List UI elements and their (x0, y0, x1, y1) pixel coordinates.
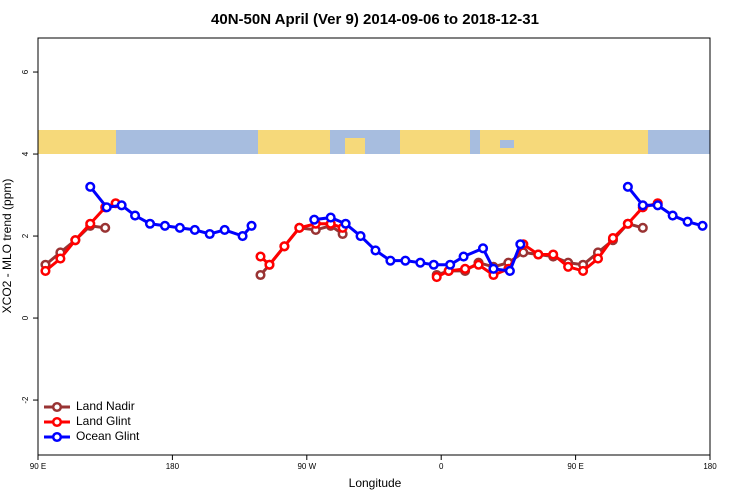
point (246, 220, 257, 231)
point (488, 263, 499, 274)
point (255, 251, 266, 262)
point (279, 241, 290, 252)
point (204, 228, 215, 240)
chart-title: 40N-50N April (Ver 9) 2014-09-06 to 2018… (211, 11, 539, 28)
point (159, 220, 170, 231)
point (460, 263, 471, 274)
point (592, 253, 604, 264)
point (219, 224, 230, 235)
legend-label: Land Nadir (76, 399, 135, 413)
point (370, 245, 381, 256)
point (264, 259, 275, 270)
point (189, 224, 200, 235)
point (637, 222, 648, 233)
y-axis-label: XCO2 - MLO trend (ppm) (0, 179, 14, 314)
point (116, 200, 127, 211)
point (174, 222, 185, 233)
point (533, 249, 544, 260)
point (237, 230, 248, 242)
point (85, 218, 96, 229)
point (622, 181, 633, 192)
point (340, 218, 351, 229)
point (400, 255, 411, 266)
point (255, 269, 266, 281)
point (428, 259, 439, 270)
point (548, 249, 559, 260)
map-band (38, 130, 710, 154)
point (667, 210, 678, 221)
point (70, 235, 81, 246)
point (563, 261, 574, 272)
point (578, 265, 589, 276)
point (473, 259, 484, 270)
x-tick-label: 0 (439, 462, 444, 471)
x-tick-label: 90 E (567, 462, 583, 471)
point (130, 210, 141, 221)
x-tick-label: 180 (166, 462, 180, 471)
x-axis-label: Longitude (349, 476, 402, 490)
point (385, 255, 396, 266)
point (294, 222, 305, 233)
point (607, 233, 618, 244)
point (515, 239, 526, 250)
point (415, 257, 426, 268)
y-tick-label: 2 (21, 233, 30, 238)
point (477, 243, 489, 254)
legend-label: Land Glint (76, 414, 131, 428)
point (355, 230, 366, 242)
point (309, 214, 320, 225)
plot-frame (37, 37, 711, 456)
point (40, 265, 51, 276)
point (445, 259, 456, 270)
point (144, 218, 156, 229)
point (431, 271, 442, 283)
point (325, 212, 336, 223)
point (622, 218, 633, 229)
y-tick-label: 0 (21, 315, 30, 320)
legend-label: Ocean Glint (76, 429, 140, 443)
y-tick-label: 4 (21, 151, 30, 156)
y-tick-label: 6 (21, 69, 30, 74)
point (504, 265, 515, 276)
point (55, 253, 66, 264)
point (458, 251, 469, 262)
x-tick-label: 90 E (30, 462, 46, 471)
legend-marker (51, 416, 63, 428)
x-tick-label: 180 (703, 462, 717, 471)
point (85, 181, 96, 192)
x-tick-label: 90 W (297, 462, 316, 471)
y-tick-label: -2 (21, 396, 30, 404)
point (697, 220, 708, 231)
point (100, 222, 111, 233)
point (682, 216, 693, 227)
legend-marker (51, 431, 63, 443)
legend-marker (51, 401, 63, 413)
point (652, 200, 663, 211)
point (637, 200, 648, 211)
point (101, 202, 112, 213)
